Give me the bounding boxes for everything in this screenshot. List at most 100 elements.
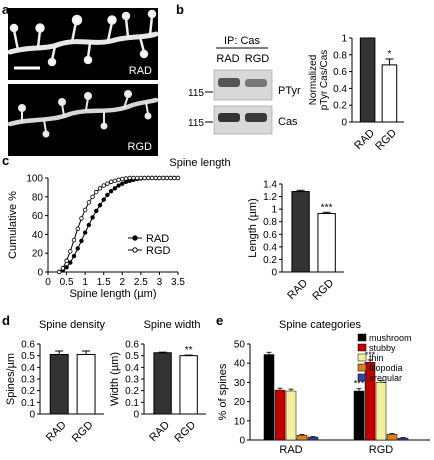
c-bar-bar-rad bbox=[291, 191, 310, 273]
e-bar-mushroom-rgd bbox=[353, 390, 365, 441]
c-bar-significance: *** bbox=[321, 202, 333, 213]
c-cdf-legend-marker bbox=[132, 247, 138, 253]
c-cdf-point-rgd bbox=[134, 175, 140, 181]
c-bar-y-tick-label: 0.6 bbox=[263, 230, 277, 241]
d-width-category-label: RAD bbox=[147, 419, 172, 444]
c-cdf-line-rad bbox=[58, 177, 178, 273]
panel-label-c: c bbox=[2, 153, 9, 168]
b-bar-y-label-line2: pTyr Cas/Cas bbox=[319, 50, 330, 111]
c-cdf-x-tick-label: 2 bbox=[120, 277, 126, 288]
c-cdf-x-label: Spine length (µm) bbox=[69, 288, 156, 300]
c-cdf-y-tick-label: 20 bbox=[32, 249, 44, 260]
lane-label-rad: RAD bbox=[216, 53, 239, 65]
e-legend-label-stubby: stubby bbox=[369, 343, 396, 353]
c-cdf-point-rgd bbox=[101, 183, 106, 188]
e-bar-irregular-rad bbox=[307, 436, 319, 441]
c-cdf-point-rgd bbox=[131, 175, 136, 181]
panel-label-e: e bbox=[216, 313, 223, 328]
c-cdf-point-rgd bbox=[112, 178, 118, 184]
d-density-y-tick-label: 0.3 bbox=[21, 375, 35, 386]
e-bar-filopodia-rad bbox=[296, 434, 308, 441]
c-cdf-point-rgd bbox=[120, 176, 125, 182]
blot-label-cas: Cas bbox=[278, 116, 298, 128]
c-cdf-point-rgd bbox=[64, 258, 69, 263]
e-legend-label-irregular: irregular bbox=[369, 373, 402, 383]
e-legend-swatch-filopodia bbox=[357, 363, 367, 372]
c-cdf-y-tick-label: 100 bbox=[26, 174, 43, 185]
b-bar-significance: * bbox=[387, 49, 391, 60]
chart-d-density: Spine density 00.10.20.30.40.50.6 Spines/… bbox=[5, 319, 106, 445]
b-bar-bar-rad bbox=[359, 37, 376, 123]
c-cdf-point-rad bbox=[108, 188, 114, 194]
e-legend-swatch-thin bbox=[357, 353, 367, 362]
c-cdf-legend-label: RGD bbox=[146, 245, 171, 257]
c-cdf-point-rgd bbox=[138, 175, 144, 181]
c-cdf-y-tick-label: 80 bbox=[32, 192, 44, 203]
d-width-y-tick-label: 0.2 bbox=[125, 386, 139, 397]
c-cdf-y-tick-label: 60 bbox=[32, 211, 44, 222]
e-bar-mushroom-rad bbox=[263, 354, 275, 441]
c-cdf-x-tick-label: 1.5 bbox=[97, 277, 111, 288]
c-cdf-point-rgd bbox=[75, 226, 80, 231]
c-cdf-point-rad bbox=[90, 215, 95, 220]
d-width-y-tick-label: 0 bbox=[133, 410, 139, 421]
c-cdf-point-rad bbox=[94, 208, 99, 214]
d-density-y-tick-label: 0.5 bbox=[21, 351, 35, 362]
d-width-y-tick-label: 0.3 bbox=[125, 375, 139, 386]
c-cdf-point-rgd bbox=[149, 175, 155, 181]
c-cdf-point-rad bbox=[105, 192, 110, 198]
e-bar-group-label: RGD bbox=[369, 444, 394, 456]
c-cdf-point-rgd bbox=[60, 266, 66, 271]
micrograph-rad: RAD bbox=[7, 8, 159, 80]
c-cdf-x-tick-label: 3 bbox=[157, 277, 163, 288]
c-cdf-point-rgd bbox=[56, 269, 62, 275]
d-density-y-tick-label: 0.2 bbox=[21, 386, 35, 397]
e-bar-y-tick-label: 40 bbox=[234, 359, 246, 370]
b-bar-y-label: Normalized bbox=[308, 55, 319, 106]
chart-c-title: Spine length bbox=[169, 157, 230, 169]
c-cdf-legend-marker bbox=[132, 235, 138, 241]
c-cdf-point-rgd bbox=[146, 175, 151, 181]
c-cdf-point-rad bbox=[101, 197, 106, 202]
c-bar-y-tick-label: 0.4 bbox=[263, 242, 277, 253]
c-cdf-point-rgd bbox=[175, 175, 181, 181]
c-cdf-point-rgd bbox=[68, 249, 73, 254]
c-cdf-point-rad bbox=[71, 253, 77, 259]
e-bar-y-tick-label: 50 bbox=[234, 340, 246, 351]
d-width-bar-rgd bbox=[179, 355, 198, 415]
c-cdf-point-rad bbox=[116, 183, 121, 188]
c-cdf-point-rgd bbox=[168, 175, 173, 181]
d-width-y-label: Width (µm) bbox=[109, 352, 121, 406]
chart-d-width-title: Spine width bbox=[144, 319, 201, 331]
micrograph-rgd: RGD bbox=[7, 84, 159, 156]
c-cdf-point-rgd bbox=[157, 175, 162, 181]
b-bar-category-label: RGD bbox=[373, 127, 399, 153]
b-bar-category-label: RAD bbox=[352, 127, 377, 152]
c-cdf-point-rad bbox=[68, 260, 73, 265]
chart-b-bar: 0 0.2 0.4 0.6 0.8 1 Normalized pTyr Cas/Cas RAD *… bbox=[308, 34, 404, 153]
panel-label-d: d bbox=[2, 313, 10, 328]
d-density-bar-rad bbox=[49, 354, 69, 415]
c-cdf-x-tick-label: 3.5 bbox=[171, 277, 185, 288]
b-bar-y-tick-label: 0.4 bbox=[333, 84, 347, 95]
b-bar-y-tick-label: 0.2 bbox=[333, 101, 347, 112]
c-bar-y-tick-label: 1.2 bbox=[263, 192, 277, 203]
marker-label-1: 115 bbox=[188, 88, 204, 99]
c-bar-y-tick-label: 1.4 bbox=[263, 180, 277, 191]
d-density-y-tick-label: 0.1 bbox=[21, 398, 35, 409]
c-bar-y-tick-label: 0.8 bbox=[263, 217, 277, 228]
e-bar-significance: *** bbox=[365, 350, 376, 360]
c-cdf-point-rgd bbox=[105, 181, 110, 186]
d-width-y-tick-label: 0.4 bbox=[125, 363, 139, 374]
e-bar-stubby-rad bbox=[274, 389, 286, 441]
c-cdf-point-rgd bbox=[94, 189, 99, 195]
c-cdf-y-tick-label: 0 bbox=[37, 268, 43, 279]
b-bar-y-tick-label: 0.8 bbox=[333, 50, 347, 61]
e-legend-swatch-irregular bbox=[357, 373, 367, 382]
e-legend-label-filopodia: filopodia bbox=[369, 363, 403, 373]
e-bar-thin-rgd bbox=[375, 382, 387, 441]
e-bar-filopodia-rgd bbox=[386, 433, 398, 441]
e-legend-label-mushroom: mushroom bbox=[369, 333, 412, 343]
c-bar-y-tick-label: 0.2 bbox=[263, 255, 277, 266]
